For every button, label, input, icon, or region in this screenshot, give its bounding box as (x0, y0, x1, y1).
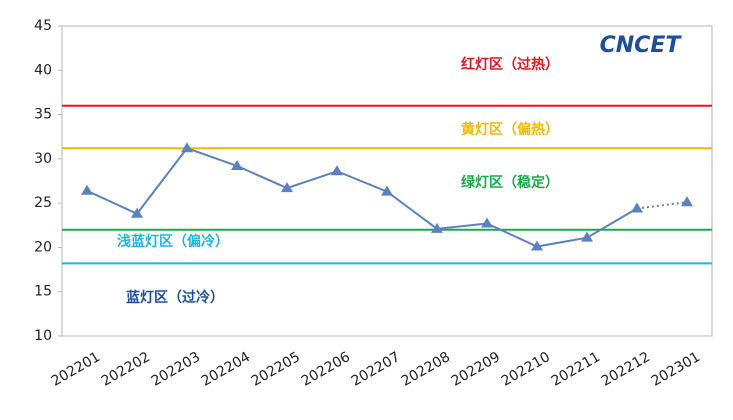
data-point (631, 202, 643, 213)
x-tick-label: 202201 (49, 349, 103, 390)
x-tick-label: 202205 (249, 349, 303, 390)
y-tick-label: 25 (34, 195, 52, 211)
zone-label: 红灯区（过热） (461, 56, 559, 73)
data-line (86, 147, 638, 248)
data-point (681, 196, 693, 207)
x-tick-label: 202206 (299, 349, 353, 390)
x-tick-label: 202202 (99, 349, 153, 390)
data-point (81, 184, 93, 195)
data-point (481, 217, 493, 228)
data-point (431, 222, 443, 233)
zone-label: 绿灯区（稳定） (461, 174, 559, 191)
x-tick-label: 202301 (649, 349, 703, 390)
zone-label: 蓝灯区（过冷） (126, 289, 224, 306)
data-point (181, 142, 193, 153)
plot-frame (61, 25, 713, 337)
y-tick-label: 40 (34, 62, 52, 78)
x-tick-label: 202212 (599, 349, 653, 390)
data-point (531, 240, 543, 251)
logo: CNCET (600, 33, 683, 58)
x-tick-label: 202203 (149, 349, 203, 390)
y-tick-label: 35 (34, 107, 52, 123)
x-tick-label: 202207 (349, 349, 403, 390)
data-point (381, 185, 393, 196)
y-tick-label: 30 (34, 151, 52, 167)
y-tick-label: 10 (34, 328, 52, 344)
data-point (231, 159, 243, 170)
x-tick-label: 202211 (549, 349, 603, 390)
data-point (581, 231, 593, 242)
x-tick-label: 202209 (449, 349, 503, 390)
data-point (331, 165, 343, 176)
data-point (131, 207, 143, 218)
data-line-forecast (636, 201, 688, 210)
data-point (281, 182, 293, 193)
x-tick-label: 202210 (499, 349, 553, 390)
y-tick-label: 45 (34, 18, 52, 34)
x-tick-label: 202204 (199, 349, 253, 390)
y-tick-label: 20 (34, 239, 52, 255)
zone-label: 黄灯区（偏热） (461, 121, 559, 138)
x-tick-label: 202208 (399, 349, 453, 390)
y-tick-label: 15 (34, 284, 52, 300)
zone-label: 浅蓝灯区（偏冷） (117, 233, 229, 250)
